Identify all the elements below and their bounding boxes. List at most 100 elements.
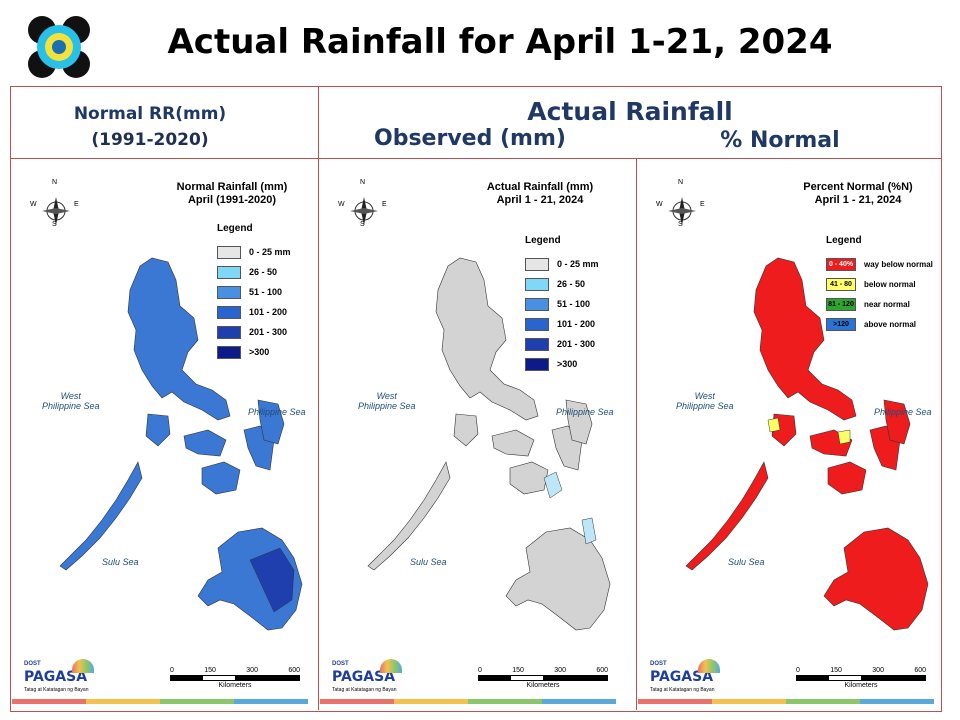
panel-map-title: Normal Rainfall (mm) April (1991-2020) — [176, 181, 288, 206]
scale-tick-label: 600 — [288, 667, 300, 674]
legend-title: Legend — [217, 223, 253, 234]
legend-item: 26 - 50 — [217, 262, 307, 282]
compass-n: N — [52, 179, 58, 186]
dost-label: DOST — [650, 661, 667, 667]
palawan-island — [59, 461, 143, 571]
pagasa-footer-logo: PAGASA DOST Tatag at Katatagan ng Bayan — [642, 659, 728, 693]
legend-item: >120 above normal — [826, 314, 936, 334]
rainbow-umbrella-icon — [698, 659, 720, 673]
legend-label: 0 - 25 mm — [557, 259, 599, 269]
light-rain-region — [543, 471, 563, 499]
high-rainfall-region — [249, 547, 295, 613]
legend-item: 26 - 50 — [525, 274, 615, 294]
normal-period: (1991-2020) — [91, 130, 209, 150]
legend-swatch — [525, 317, 549, 331]
light-rain-region — [581, 517, 597, 545]
mindanao-island — [505, 527, 611, 631]
scale-unit: Kilometers — [526, 682, 560, 689]
west-philippine-sea-label: West Philippine Sea — [676, 391, 734, 411]
luzon-island — [435, 257, 539, 421]
legend-swatch — [217, 265, 241, 279]
palawan-island — [367, 461, 451, 571]
dost-label: DOST — [332, 661, 349, 667]
legend-item: >300 — [217, 342, 307, 362]
compass-w: W — [656, 201, 663, 208]
samar-island — [565, 399, 593, 445]
legend-swatch — [217, 285, 241, 299]
actual-rainfall-panel: N S W E Actual Rainfall (mm) April 1 - 2… — [320, 159, 616, 709]
legend-swatch: 0 - 40% — [826, 257, 856, 271]
legend-swatch: >120 — [826, 317, 856, 331]
scale-tick-label: 600 — [596, 667, 608, 674]
legend-item: 0 - 25 mm — [525, 254, 615, 274]
visayas-island — [509, 461, 549, 495]
panel-map-title: Percent Normal (%N) April 1 - 21, 2024 — [803, 181, 913, 206]
map-legend: Legend 0 - 25 mm 26 - 50 51 - 100 101 - … — [525, 235, 615, 374]
scale-unit: Kilometers — [844, 682, 878, 689]
legend-label: 201 - 300 — [249, 327, 288, 337]
actual-map — [367, 257, 611, 631]
map-legend: Legend 0 - 25 mm 26 - 50 51 - 100 101 - … — [217, 223, 307, 362]
header-column-divider — [318, 86, 319, 158]
percent-map — [685, 257, 929, 631]
pagasa-seal-logo — [26, 14, 92, 80]
percent-normal-panel: N S W E Percent Normal (%N) April 1 - 21… — [638, 159, 934, 709]
legend-label: >300 — [249, 347, 270, 357]
rainbow-umbrella-icon — [72, 659, 94, 673]
legend-label: way below normal — [864, 259, 933, 269]
scale-tick-label: 150 — [512, 667, 524, 674]
compass-s: S — [360, 221, 365, 228]
legend-swatch — [217, 345, 241, 359]
mindanao-island — [823, 527, 929, 631]
map-legend: Legend 0 - 40% way below normal 41 - 80 … — [826, 235, 936, 334]
legend-swatch — [525, 257, 549, 271]
scale-tick-label: 0 — [478, 667, 482, 674]
legend-item: 0 - 40% way below normal — [826, 254, 936, 274]
legend-item: 81 - 120 near normal — [826, 294, 936, 314]
header-divider — [10, 158, 942, 159]
north-arrow-icon — [346, 187, 382, 237]
legend-label: 0 - 25 mm — [249, 247, 291, 257]
scale-tick-label: 0 — [796, 667, 800, 674]
palawan-island — [685, 461, 769, 571]
scale-tick-label: 300 — [554, 667, 566, 674]
legend-item: 101 - 200 — [525, 314, 615, 334]
normal-rainfall-panel: N S W E Normal Rainfall (mm) April (1991… — [12, 159, 308, 709]
samar-island — [883, 399, 911, 445]
legend-label: 51 - 100 — [557, 299, 591, 309]
philippine-sea-label: Philippine Sea — [248, 407, 306, 417]
legend-item: 201 - 300 — [525, 334, 615, 354]
tagline: Tatag at Katatagan ng Bayan — [24, 687, 89, 693]
scale-tick-label: 150 — [830, 667, 842, 674]
legend-title: Legend — [826, 235, 862, 246]
tagline: Tatag at Katatagan ng Bayan — [650, 687, 715, 693]
sulu-sea-label: Sulu Sea — [728, 557, 765, 567]
pagasa-wordmark: PAGASA — [332, 669, 396, 685]
compass-s: S — [52, 221, 57, 228]
legend-label: 101 - 200 — [557, 319, 596, 329]
legend-label: above normal — [864, 319, 917, 329]
color-bar — [320, 699, 616, 704]
tagline: Tatag at Katatagan ng Bayan — [332, 687, 397, 693]
samar-island — [257, 399, 285, 445]
compass-n: N — [678, 179, 684, 186]
visayas-island — [491, 429, 535, 457]
legend-label: 101 - 200 — [249, 307, 288, 317]
compass-w: W — [338, 201, 345, 208]
legend-swatch — [217, 305, 241, 319]
legend-title: Legend — [525, 235, 561, 246]
panel-divider-2 — [636, 158, 637, 710]
pagasa-footer-logo: PAGASA DOST Tatag at Katatagan ng Bayan — [16, 659, 102, 693]
legend-label: below normal — [864, 279, 916, 289]
percent-normal-header: % Normal — [720, 128, 840, 153]
pagasa-wordmark: PAGASA — [650, 669, 714, 685]
scale-tick-label: 300 — [872, 667, 884, 674]
scale-bar: 0 150 300 600 Kilometers — [170, 667, 300, 689]
compass-e: E — [382, 201, 387, 208]
legend-item: 51 - 100 — [525, 294, 615, 314]
legend-item: 51 - 100 — [217, 282, 307, 302]
visayas-island — [201, 461, 241, 495]
below-normal-region — [767, 417, 781, 433]
actual-rainfall-header: Actual Rainfall — [527, 97, 733, 126]
scale-tick-label: 300 — [246, 667, 258, 674]
